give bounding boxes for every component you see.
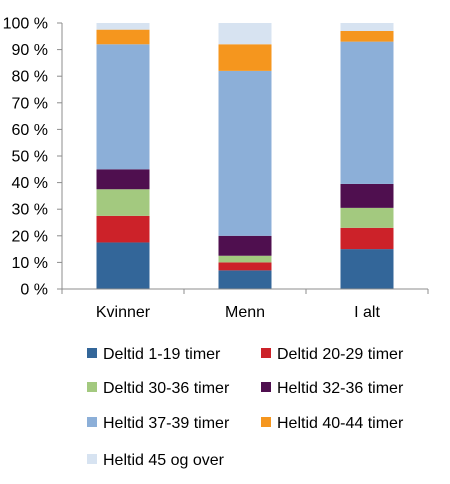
legend-item: Heltid 40-44 timer — [261, 415, 404, 432]
bar-segment-menn-1 — [218, 262, 272, 271]
legend-swatch — [87, 382, 97, 392]
bar-segment-i-alt-6 — [340, 23, 394, 31]
bar-segment-kvinner-5 — [96, 29, 150, 45]
bar-segment-kvinner-0 — [96, 242, 150, 289]
y-tick-label: 50 % — [12, 149, 48, 166]
legend-swatch — [261, 348, 271, 358]
y-axis: 0 % 10 % 20 % 30 % 40 % 50 % 60 % 70 % 80 % 90 % 1… — [3, 16, 63, 299]
legend-swatch — [261, 417, 271, 427]
legend-label: Heltid 32-36 timer — [277, 380, 404, 397]
legend-label: Deltid 1-19 timer — [103, 346, 221, 363]
y-tick-label: 30 % — [12, 202, 48, 219]
legend: Deltid 1-19 timer Deltid 20-29 timer Delti… — [87, 346, 404, 469]
bar-segment-i-alt-0 — [340, 249, 394, 289]
y-tick-label: 70 % — [12, 95, 48, 112]
legend-swatch — [87, 454, 97, 464]
bar-segment-i-alt-3 — [340, 183, 394, 208]
y-tick-label: 20 % — [12, 228, 48, 245]
y-tick-label: 80 % — [12, 69, 48, 86]
legend-item: Heltid 32-36 timer — [261, 380, 404, 397]
legend-label: Deltid 30-36 timer — [103, 380, 230, 397]
legend-swatch — [87, 417, 97, 427]
bar-segment-menn-2 — [218, 255, 272, 263]
bar-segment-menn-6 — [218, 23, 272, 45]
bar-segment-kvinner-2 — [96, 189, 150, 216]
y-tick-label: 100 % — [3, 16, 48, 33]
legend-label: Heltid 40-44 timer — [277, 415, 404, 432]
bar-segment-i-alt-4 — [340, 41, 394, 184]
legend-swatch — [261, 382, 271, 392]
legend-label: Heltid 45 og over — [103, 452, 225, 469]
legend-item: Deltid 20-29 timer — [261, 346, 404, 363]
bar-segment-kvinner-3 — [96, 169, 150, 190]
bar-segment-menn-4 — [218, 70, 272, 236]
bar-segment-i-alt-5 — [340, 30, 394, 42]
legend-swatch — [87, 348, 97, 358]
bar-segment-menn-0 — [218, 270, 272, 289]
legend-item: Deltid 30-36 timer — [87, 380, 230, 397]
legend-item: Heltid 37-39 timer — [87, 415, 230, 432]
bar-segment-kvinner-4 — [96, 44, 150, 170]
y-tick-label: 40 % — [12, 175, 48, 192]
x-axis: Kvinner Menn I alt — [61, 288, 429, 321]
y-tick-label: 10 % — [12, 255, 48, 272]
bar-segment-menn-5 — [218, 44, 272, 71]
legend-label: Heltid 37-39 timer — [103, 415, 230, 432]
bars — [96, 23, 394, 289]
y-tick-label: 90 % — [12, 42, 48, 59]
y-tick-label: 60 % — [12, 122, 48, 139]
x-category-label: I alt — [354, 304, 380, 321]
x-category-label: Kvinner — [96, 304, 151, 321]
legend-item: Heltid 45 og over — [87, 452, 225, 469]
bar-segment-menn-3 — [218, 235, 272, 256]
bar-segment-i-alt-1 — [340, 227, 394, 250]
bar-segment-i-alt-2 — [340, 207, 394, 228]
bar-segment-kvinner-1 — [96, 215, 150, 243]
bar-segment-kvinner-6 — [96, 23, 150, 30]
legend-item: Deltid 1-19 timer — [87, 346, 221, 363]
x-category-label: Menn — [225, 304, 265, 321]
y-tick-label: 0 % — [20, 282, 48, 299]
legend-label: Deltid 20-29 timer — [277, 346, 404, 363]
